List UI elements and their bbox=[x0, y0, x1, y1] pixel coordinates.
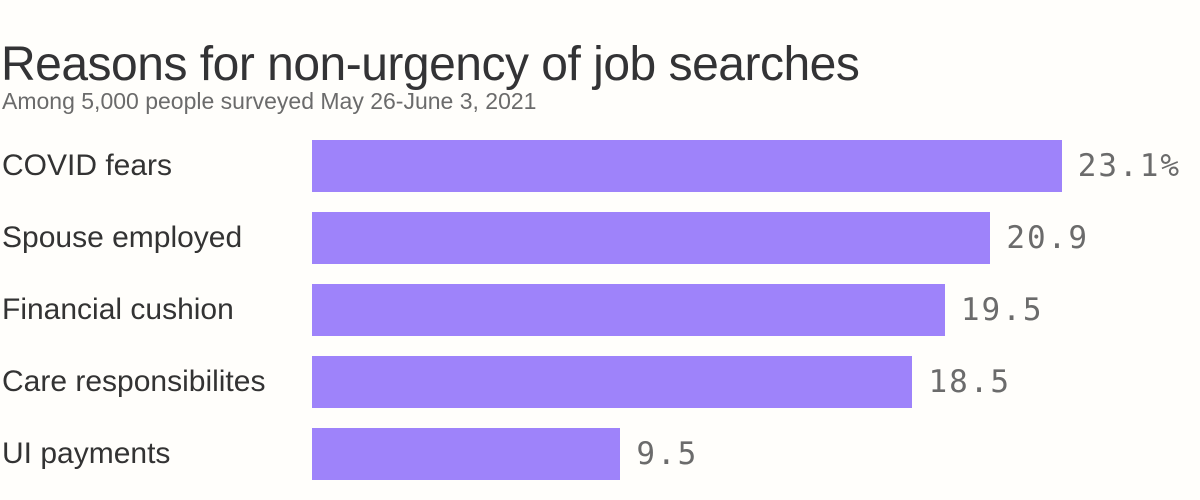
bar-row: Financial cushion 19.5 bbox=[2, 284, 1200, 336]
value-label: 19.5 bbox=[960, 292, 1044, 328]
bar bbox=[312, 140, 1062, 192]
bar-row: Spouse employed 20.9 bbox=[2, 212, 1200, 264]
bar-track: 19.5 bbox=[312, 284, 1200, 336]
value-label: 9.5 bbox=[636, 436, 699, 472]
chart-title: Reasons for non-urgency of job searches bbox=[1, 38, 860, 92]
bar bbox=[312, 356, 913, 408]
bar-chart: COVID fears 23.1% Spouse employed 20.9 F… bbox=[2, 140, 1200, 500]
chart-subtitle: Among 5,000 people surveyed May 26-June … bbox=[2, 88, 537, 114]
bar-track: 9.5 bbox=[312, 428, 1200, 480]
category-label: Spouse employed bbox=[2, 221, 243, 254]
category-label: UI payments bbox=[2, 437, 171, 470]
value-label: 18.5 bbox=[928, 364, 1012, 400]
bar bbox=[312, 428, 621, 480]
value-label: 23.1% bbox=[1077, 148, 1182, 184]
bar-track: 20.9 bbox=[312, 212, 1200, 264]
category-label: Care responsibilites bbox=[2, 365, 266, 398]
category-label: COVID fears bbox=[2, 149, 173, 182]
category-label: Financial cushion bbox=[2, 293, 234, 326]
value-label: 20.9 bbox=[1006, 220, 1089, 256]
bar-track: 18.5 bbox=[312, 356, 1200, 408]
bar-row: UI payments 9.5 bbox=[2, 428, 1200, 480]
bar bbox=[312, 284, 945, 336]
bar-track: 23.1% bbox=[312, 140, 1200, 192]
bar-row: COVID fears 23.1% bbox=[2, 140, 1200, 192]
bar-row: Care responsibilites 18.5 bbox=[2, 356, 1200, 408]
bar bbox=[312, 212, 991, 264]
